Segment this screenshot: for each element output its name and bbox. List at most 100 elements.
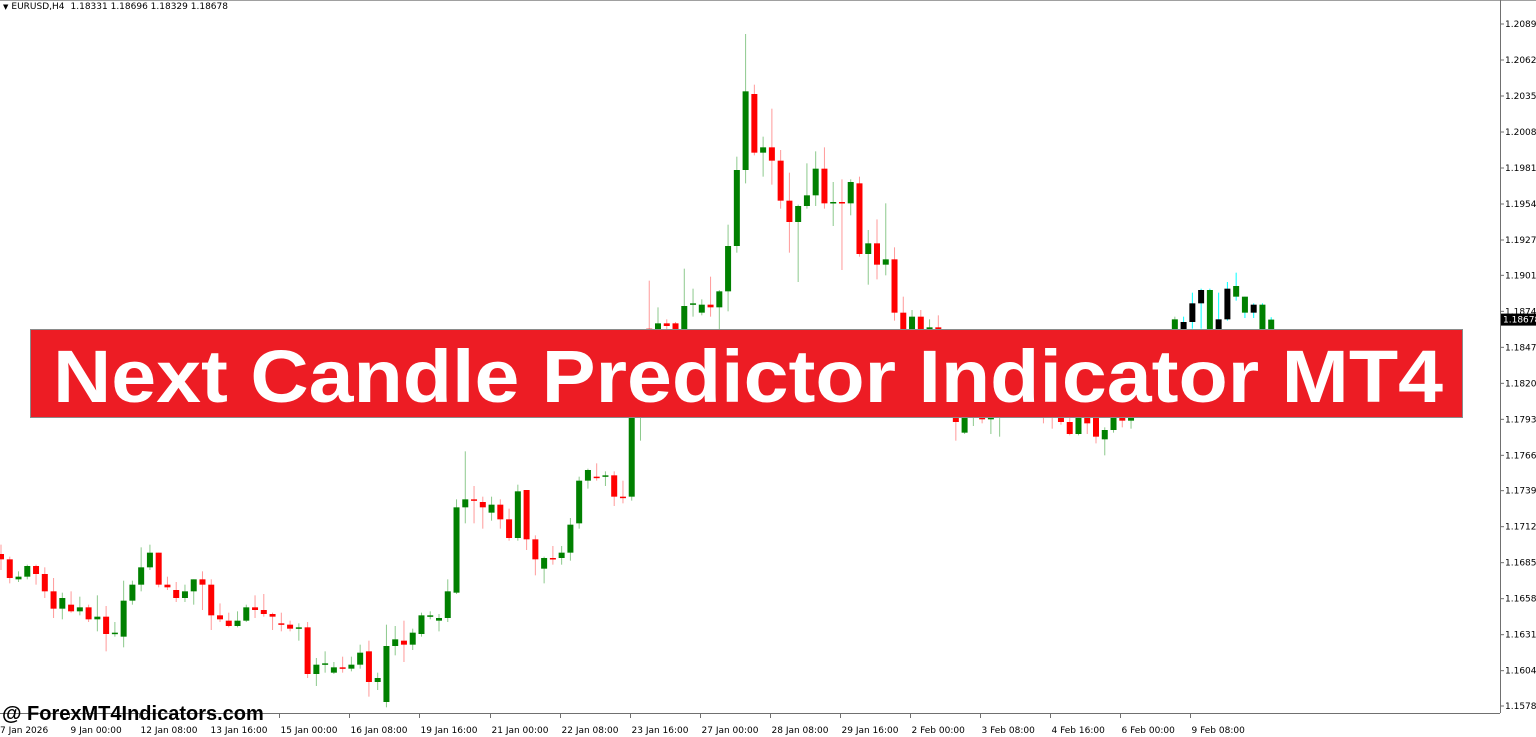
candle-body-bear bbox=[672, 323, 679, 333]
candle bbox=[619, 480, 626, 504]
candle-body-bear bbox=[471, 499, 478, 501]
candle bbox=[427, 611, 434, 620]
time-tick-label: 9 Feb 08:00 bbox=[1192, 726, 1246, 736]
candle bbox=[164, 576, 171, 590]
candle bbox=[383, 624, 390, 708]
candle bbox=[348, 656, 355, 672]
candle-body-bear bbox=[164, 584, 171, 588]
candle bbox=[243, 604, 250, 622]
price-tick-label: 1.19275 bbox=[1505, 236, 1536, 246]
candle-body-bear bbox=[549, 558, 556, 560]
candle-body-bear bbox=[287, 624, 294, 629]
candle-body-bull bbox=[690, 303, 697, 305]
candle-body-bull bbox=[453, 507, 460, 593]
time-tick-label: 3 Feb 08:00 bbox=[982, 726, 1036, 736]
candle-body-bull bbox=[795, 206, 802, 222]
candle bbox=[94, 595, 101, 632]
candle bbox=[217, 603, 223, 622]
price-tick-label: 1.17660 bbox=[1505, 451, 1536, 461]
candle bbox=[129, 580, 136, 605]
time-tick-label: 22 Jan 08:00 bbox=[562, 726, 619, 736]
candle bbox=[260, 594, 267, 617]
symbol-timeframe: EURUSD,H4 bbox=[11, 2, 65, 12]
candle-body-bear bbox=[199, 579, 206, 585]
price-tick-label: 1.20355 bbox=[1505, 92, 1536, 102]
candle-body-bull bbox=[725, 246, 732, 292]
candle-body-bear bbox=[900, 312, 907, 336]
candle bbox=[786, 172, 793, 253]
candle-body-bull bbox=[418, 615, 425, 634]
candle-body-bull bbox=[444, 591, 451, 618]
candle bbox=[602, 471, 609, 486]
candle bbox=[1066, 418, 1073, 436]
banner-title: Next Candle Predictor Indicator MT4 bbox=[53, 335, 1443, 417]
candle-body-bear bbox=[400, 640, 407, 645]
dropdown-triangle-icon[interactable]: ▼ bbox=[3, 3, 9, 11]
candle-body-bull bbox=[803, 195, 810, 206]
candle-body-bear bbox=[777, 160, 784, 201]
candle-body-bear bbox=[278, 623, 285, 625]
candle bbox=[760, 136, 767, 177]
candle-body-bull bbox=[865, 243, 872, 254]
time-axis: 7 Jan 2026 9 Jan 00:00 12 Jan 08:00 13 Jan … bbox=[0, 713, 1245, 736]
candle bbox=[269, 612, 276, 630]
candle bbox=[584, 468, 591, 489]
candle-body-bear bbox=[611, 475, 618, 497]
candle-body-bull bbox=[322, 663, 329, 665]
candle bbox=[742, 34, 749, 184]
candle bbox=[830, 182, 837, 226]
price-tick-label: 1.17930 bbox=[1505, 415, 1536, 425]
candle-body-bull bbox=[383, 646, 390, 702]
candle-body-bear bbox=[365, 651, 372, 682]
candle bbox=[453, 499, 460, 594]
candle bbox=[234, 611, 241, 628]
candle-body-bear bbox=[260, 610, 267, 614]
candle-body-bear bbox=[6, 559, 13, 578]
candle bbox=[365, 640, 372, 697]
candle-body-bear bbox=[68, 604, 75, 612]
candle bbox=[59, 592, 66, 620]
candle bbox=[1241, 296, 1248, 318]
candle-body-bear bbox=[856, 183, 863, 254]
candle-body-bear bbox=[252, 607, 259, 610]
candle-body-bull bbox=[462, 499, 469, 508]
candle-body-bull bbox=[15, 576, 22, 580]
candle-body-bull bbox=[558, 552, 565, 558]
candle-body-bull bbox=[94, 616, 101, 620]
candle bbox=[681, 268, 688, 341]
candle-body-bull bbox=[1110, 418, 1117, 430]
candle-body-bear bbox=[821, 168, 828, 204]
candle-body-bull bbox=[427, 615, 434, 617]
candle bbox=[287, 620, 294, 632]
time-tick-label: 9 Jan 00:00 bbox=[71, 726, 123, 736]
time-tick-label: 2 Feb 00:00 bbox=[912, 726, 966, 736]
candle-body-bull bbox=[961, 418, 968, 433]
candle-body-bull bbox=[348, 664, 355, 669]
candle bbox=[1189, 292, 1196, 329]
candle bbox=[24, 564, 31, 580]
price-tick-label: 1.18740 bbox=[1505, 307, 1536, 317]
candle bbox=[138, 547, 145, 592]
candle-body-bear bbox=[173, 590, 180, 598]
candle bbox=[181, 584, 188, 602]
candle bbox=[532, 535, 539, 576]
candle bbox=[549, 546, 556, 565]
candle-body-bull bbox=[76, 607, 83, 612]
candle bbox=[471, 486, 478, 524]
candle bbox=[882, 203, 889, 276]
candle-body-bear bbox=[225, 620, 232, 626]
price-tick-label: 1.20895 bbox=[1505, 20, 1536, 30]
price-axis: 1.20895 1.20625 1.20355 1.20085 1.19815 1.195… bbox=[1500, 20, 1536, 712]
time-tick-label: 23 Jan 16:00 bbox=[632, 726, 689, 736]
candle bbox=[733, 156, 740, 253]
candle-body-bull bbox=[812, 168, 819, 196]
candle-body-bull bbox=[909, 316, 916, 330]
candle-body-bear bbox=[619, 496, 626, 499]
candle-body-bear bbox=[50, 591, 57, 609]
candle-body-bull bbox=[1198, 290, 1205, 304]
candle bbox=[865, 230, 872, 285]
price-tick-label: 1.20085 bbox=[1505, 128, 1536, 138]
candle bbox=[436, 614, 442, 632]
candle bbox=[777, 150, 784, 209]
candle bbox=[313, 658, 320, 686]
